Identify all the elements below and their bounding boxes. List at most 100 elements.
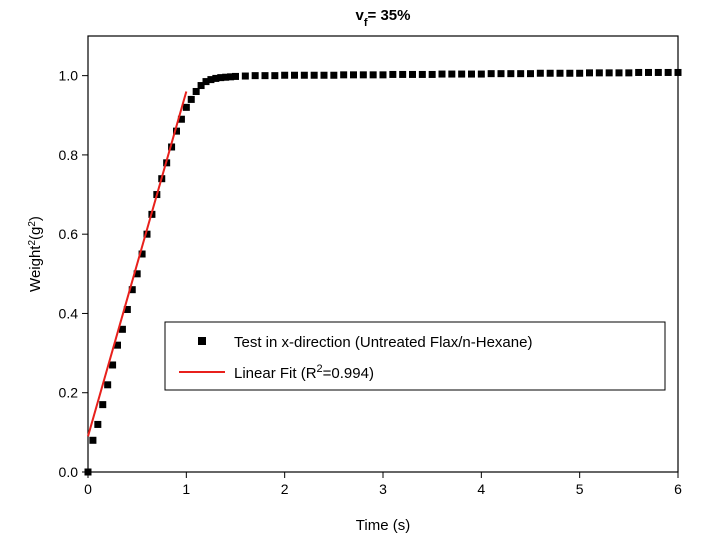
data-point — [168, 143, 176, 151]
legend-label: Test in x-direction (Untreated Flax/n-He… — [234, 334, 532, 351]
data-point — [261, 72, 269, 80]
data-point — [138, 250, 146, 258]
data-point — [222, 73, 230, 81]
data-point — [143, 230, 151, 238]
x-tick-label: 4 — [477, 481, 485, 497]
data-point — [586, 69, 593, 77]
data-point — [212, 74, 220, 82]
data-point — [133, 270, 141, 278]
data-point — [251, 72, 259, 80]
data-point — [428, 70, 436, 78]
x-tick-label: 1 — [182, 481, 190, 497]
data-point — [654, 68, 662, 76]
y-tick-label: 0.0 — [59, 464, 79, 480]
data-point — [271, 72, 279, 80]
data-point — [389, 70, 397, 78]
data-point — [556, 69, 564, 77]
data-point — [182, 103, 190, 111]
data-point — [84, 468, 92, 476]
data-point — [566, 69, 574, 77]
data-point — [109, 361, 117, 369]
y-label-text: Weight — [27, 245, 44, 292]
x-tick-label: 0 — [84, 481, 92, 497]
data-point — [527, 70, 534, 78]
x-axis-label: Time (s) — [356, 517, 410, 534]
x-tick-label: 5 — [576, 481, 584, 497]
y-label-text: (g — [27, 227, 44, 240]
legend-sup: 2 — [317, 363, 323, 375]
data-point — [625, 69, 633, 77]
data-point — [123, 305, 131, 313]
title-subscript: f — [364, 17, 368, 29]
data-point — [232, 72, 239, 80]
data-point — [350, 71, 357, 79]
title-text: = 35% — [368, 7, 411, 24]
data-point — [320, 71, 328, 79]
x-tick-label: 3 — [379, 481, 387, 497]
data-point — [369, 71, 377, 79]
data-point — [507, 70, 515, 78]
data-point — [291, 71, 298, 79]
data-point — [448, 70, 456, 78]
data-point — [477, 70, 485, 78]
data-point — [359, 71, 367, 79]
data-point — [207, 76, 215, 84]
y-label-sup: 2 — [27, 221, 38, 227]
y-axis-label: Weight2(g2) — [27, 216, 45, 292]
data-point — [468, 70, 475, 78]
data-point — [104, 381, 112, 389]
data-point — [340, 71, 348, 79]
data-point — [399, 70, 407, 78]
data-point — [409, 70, 416, 78]
legend-text: =0.994) — [323, 365, 374, 382]
legend-box — [164, 321, 666, 391]
data-point — [546, 69, 554, 77]
y-tick-label: 0.6 — [59, 226, 79, 242]
y-label-text: ) — [27, 216, 44, 221]
data-point — [487, 70, 495, 78]
title-text: v — [356, 7, 365, 24]
data-point — [330, 71, 338, 79]
data-point — [674, 68, 682, 76]
data-point — [89, 436, 97, 444]
data-point — [615, 69, 623, 77]
data-point — [438, 70, 446, 78]
data-point — [202, 78, 210, 86]
y-tick-label: 0.4 — [59, 305, 79, 321]
data-point — [497, 70, 505, 78]
y-tick-label: 1.0 — [59, 68, 79, 84]
legend-label: Linear Fit (R2=0.994) — [234, 363, 374, 382]
data-point — [197, 82, 205, 90]
data-point — [281, 71, 289, 79]
data-point — [605, 69, 613, 77]
data-point — [241, 72, 249, 80]
data-point — [187, 95, 195, 103]
data-point — [227, 73, 235, 81]
data-point — [536, 69, 544, 77]
data-point — [177, 115, 185, 123]
data-point — [418, 70, 426, 78]
x-tick-label: 6 — [674, 481, 682, 497]
data-point — [576, 69, 584, 77]
data-point — [300, 71, 308, 79]
y-tick-label: 0.2 — [59, 385, 79, 401]
plot-frame — [87, 35, 679, 473]
data-point — [192, 87, 200, 95]
data-point — [645, 68, 652, 76]
data-point — [118, 325, 126, 333]
data-point — [173, 127, 180, 135]
data-point — [595, 69, 603, 77]
data-point — [517, 70, 525, 78]
data-point — [99, 401, 107, 409]
y-label-sup: 2 — [27, 240, 38, 246]
fit-line — [87, 91, 188, 437]
data-point — [128, 286, 136, 294]
data-point — [379, 71, 387, 79]
data-point — [310, 71, 318, 79]
y-tick-label: 0.8 — [59, 147, 79, 163]
x-tick-label: 2 — [281, 481, 289, 497]
data-point — [664, 68, 672, 76]
data-point — [114, 341, 121, 349]
data-point — [458, 70, 466, 78]
data-point — [94, 420, 102, 428]
